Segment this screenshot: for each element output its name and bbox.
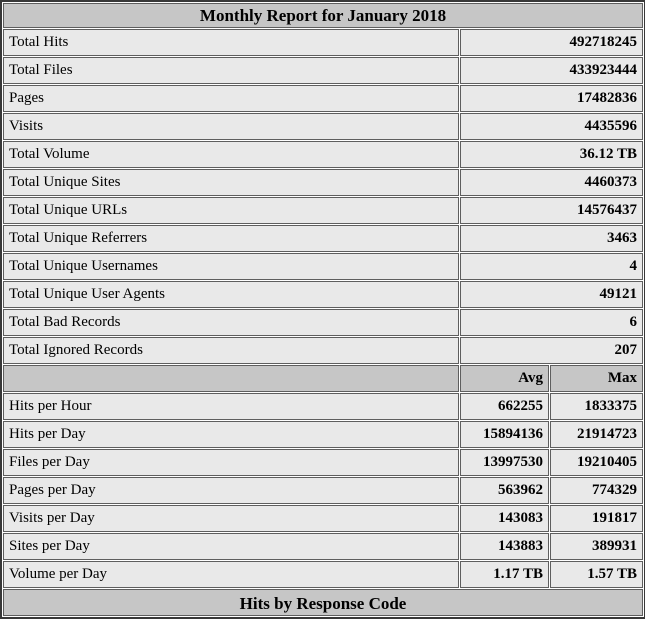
- row-label: Total Unique Referrers: [3, 225, 459, 252]
- table-row: Pages 17482836: [3, 85, 644, 112]
- row-value: 4435596: [460, 113, 644, 140]
- row-avg-value: 563962: [460, 477, 549, 504]
- row-value: 433923444: [460, 57, 644, 84]
- row-max-value: 21914723: [550, 421, 644, 448]
- row-label: Total Ignored Records: [3, 337, 459, 364]
- row-value: 207: [460, 337, 644, 364]
- row-avg-value: 143883: [460, 533, 549, 560]
- row-value: 49121: [460, 281, 644, 308]
- table-row: Total Volume 36.12 TB: [3, 141, 644, 168]
- table-row: Sites per Day 143883 389931: [3, 533, 644, 560]
- table-row: Total Hits 492718245: [3, 29, 644, 56]
- row-avg-value: 13997530: [460, 449, 549, 476]
- row-value: 492718245: [460, 29, 644, 56]
- table-row: Volume per Day 1.17 TB 1.57 TB: [3, 561, 644, 588]
- row-label: Files per Day: [3, 449, 459, 476]
- row-max-value: 1833375: [550, 393, 644, 420]
- row-max-value: 19210405: [550, 449, 644, 476]
- table-row: Hits per Hour 662255 1833375: [3, 393, 644, 420]
- table-row: Total Unique User Agents 49121: [3, 281, 644, 308]
- row-label: Total Unique Usernames: [3, 253, 459, 280]
- row-label: Pages: [3, 85, 459, 112]
- table-row: Total Unique Usernames 4: [3, 253, 644, 280]
- row-label: Visits: [3, 113, 459, 140]
- next-section-header-row: Hits by Response Code: [3, 589, 644, 616]
- table-row: Visits 4435596: [3, 113, 644, 140]
- row-value: 36.12 TB: [460, 141, 644, 168]
- row-value: 6: [460, 309, 644, 336]
- row-label: Pages per Day: [3, 477, 459, 504]
- row-label: Volume per Day: [3, 561, 459, 588]
- table-row: Files per Day 13997530 19210405: [3, 449, 644, 476]
- table-row: Total Unique Referrers 3463: [3, 225, 644, 252]
- avg-max-header-row: Avg Max: [3, 365, 644, 392]
- row-label: Total Unique Sites: [3, 169, 459, 196]
- row-avg-value: 662255: [460, 393, 549, 420]
- max-column-header: Max: [550, 365, 644, 392]
- avg-column-header: Avg: [460, 365, 549, 392]
- row-label: Total Files: [3, 57, 459, 84]
- report-title: Monthly Report for January 2018: [3, 3, 644, 28]
- table-title-row: Monthly Report for January 2018: [3, 3, 644, 28]
- row-avg-value: 143083: [460, 505, 549, 532]
- avg-max-header-spacer: [3, 365, 459, 392]
- row-label: Total Bad Records: [3, 309, 459, 336]
- row-label: Hits per Hour: [3, 393, 459, 420]
- row-label: Visits per Day: [3, 505, 459, 532]
- row-label: Sites per Day: [3, 533, 459, 560]
- row-label: Total Unique URLs: [3, 197, 459, 224]
- row-value: 4: [460, 253, 644, 280]
- table-row: Total Unique URLs 14576437: [3, 197, 644, 224]
- row-max-value: 389931: [550, 533, 644, 560]
- row-max-value: 774329: [550, 477, 644, 504]
- row-label: Total Hits: [3, 29, 459, 56]
- table-row: Hits per Day 15894136 21914723: [3, 421, 644, 448]
- row-avg-value: 1.17 TB: [460, 561, 549, 588]
- row-label: Hits per Day: [3, 421, 459, 448]
- row-value: 3463: [460, 225, 644, 252]
- row-label: Total Volume: [3, 141, 459, 168]
- row-value: 14576437: [460, 197, 644, 224]
- table-row: Total Unique Sites 4460373: [3, 169, 644, 196]
- row-value: 4460373: [460, 169, 644, 196]
- row-value: 17482836: [460, 85, 644, 112]
- row-max-value: 191817: [550, 505, 644, 532]
- row-max-value: 1.57 TB: [550, 561, 644, 588]
- table-row: Total Ignored Records 207: [3, 337, 644, 364]
- row-label: Total Unique User Agents: [3, 281, 459, 308]
- table-row: Total Files 433923444: [3, 57, 644, 84]
- table-row: Total Bad Records 6: [3, 309, 644, 336]
- table-row: Pages per Day 563962 774329: [3, 477, 644, 504]
- next-section-title: Hits by Response Code: [3, 589, 644, 616]
- row-avg-value: 15894136: [460, 421, 549, 448]
- table-row: Visits per Day 143083 191817: [3, 505, 644, 532]
